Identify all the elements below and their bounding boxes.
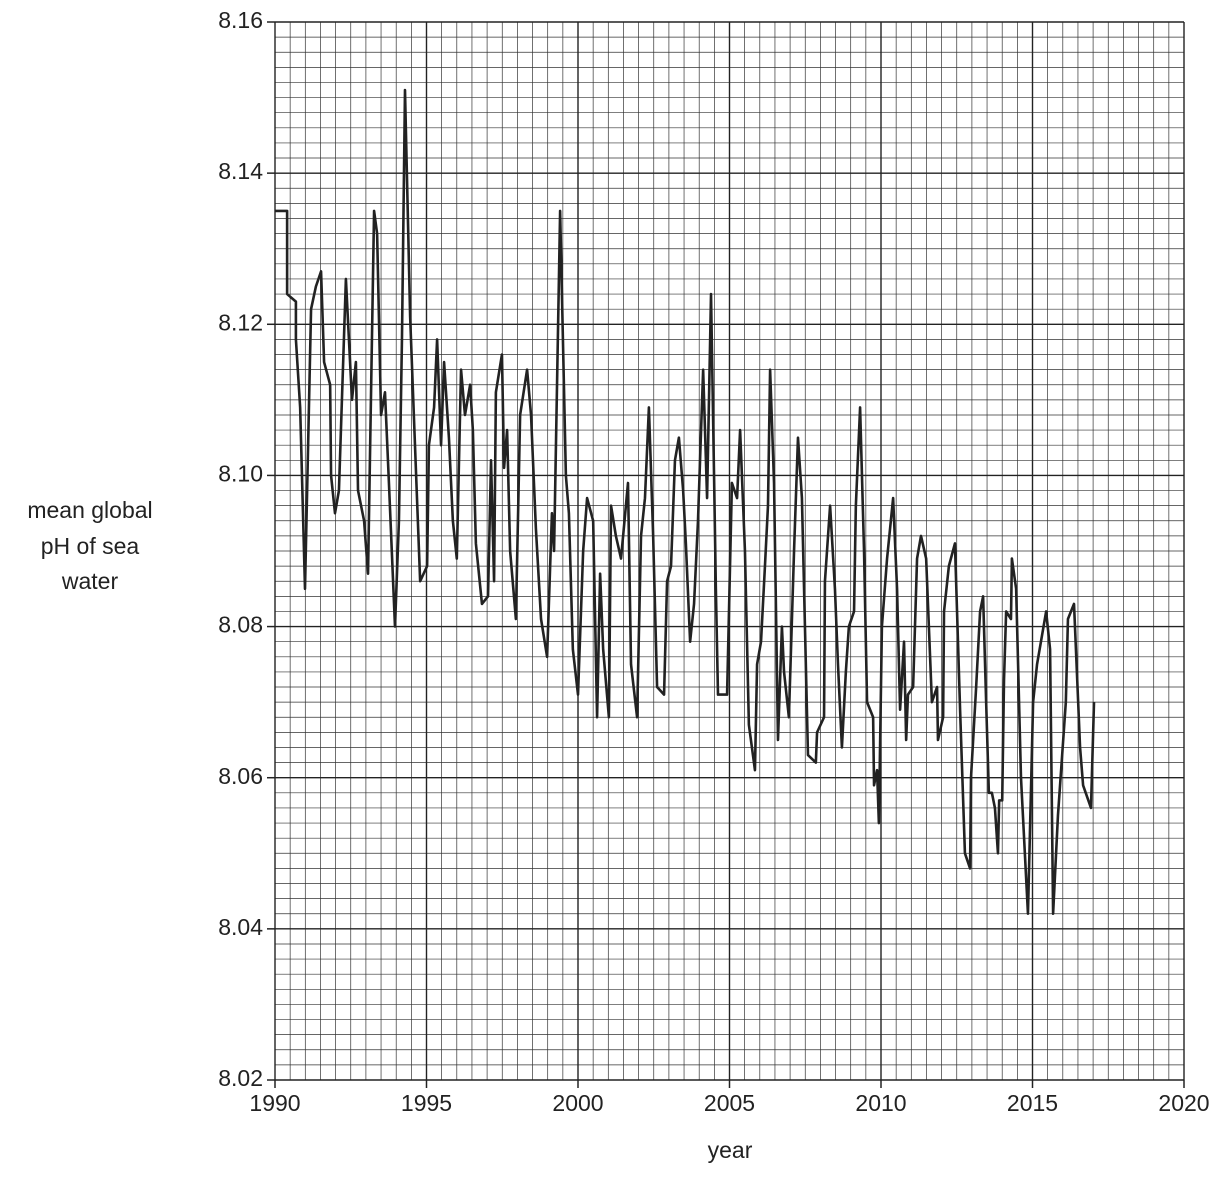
x-tick-label: 2020 — [1158, 1090, 1209, 1116]
y-tick-label: 8.10 — [218, 461, 263, 487]
y-tick-label: 8.04 — [218, 914, 263, 940]
x-tick-label: 1995 — [401, 1090, 452, 1116]
y-axis-label: mean global — [27, 497, 152, 523]
y-axis-label: pH of sea — [41, 533, 140, 559]
x-axis-label: year — [708, 1137, 753, 1163]
y-tick-label: 8.12 — [218, 309, 263, 335]
y-tick-label: 8.16 — [218, 7, 263, 33]
y-axis-label: water — [61, 568, 119, 594]
x-tick-label: 2015 — [1007, 1090, 1058, 1116]
y-tick-label: 8.06 — [218, 763, 263, 789]
x-tick-label: 2010 — [855, 1090, 906, 1116]
x-tick-label: 2005 — [704, 1090, 755, 1116]
y-tick-label: 8.08 — [218, 612, 263, 638]
y-tick-label: 8.02 — [218, 1065, 263, 1091]
data-line — [275, 88, 1096, 916]
y-tick-label: 8.14 — [218, 158, 263, 184]
x-tick-label: 1990 — [249, 1090, 300, 1116]
x-tick-label: 2000 — [552, 1090, 603, 1116]
